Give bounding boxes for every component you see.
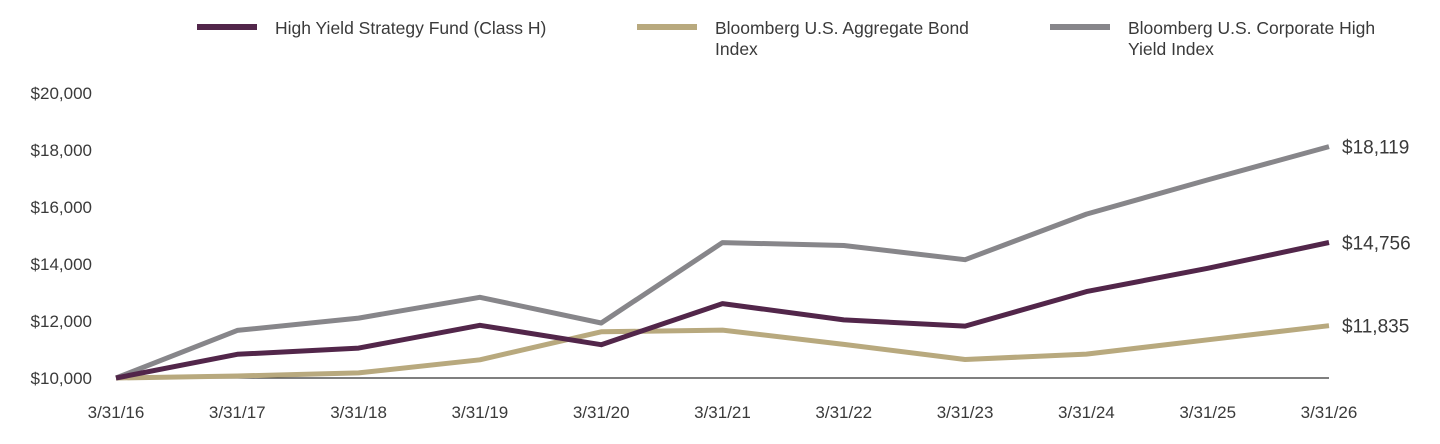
y-tick-label: $20,000 bbox=[31, 84, 92, 103]
legend-swatch-aggregate bbox=[637, 24, 697, 30]
x-tick-label: 3/31/24 bbox=[1058, 403, 1115, 422]
y-tick-label: $14,000 bbox=[31, 255, 92, 274]
series-line-high-yield bbox=[115, 144, 1330, 381]
legend-swatch-fund bbox=[197, 24, 257, 30]
x-tick-label: 3/31/25 bbox=[1179, 403, 1236, 422]
end-labels: $14,756 $11,835 $18,119 bbox=[1342, 138, 1411, 338]
legend-label-fund: High Yield Strategy Fund (Class H) bbox=[275, 18, 547, 38]
series-line-fund bbox=[115, 240, 1330, 381]
x-tick-label: 3/31/16 bbox=[88, 403, 145, 422]
x-tick-label: 3/31/21 bbox=[694, 403, 751, 422]
x-tick-label: 3/31/20 bbox=[573, 403, 630, 422]
x-tick-label: 3/31/23 bbox=[937, 403, 994, 422]
x-tick-label: 3/31/26 bbox=[1301, 403, 1358, 422]
legend-swatch-high-yield bbox=[1050, 24, 1110, 30]
y-tick-label: $12,000 bbox=[31, 312, 92, 331]
x-tick-label: 3/31/18 bbox=[330, 403, 387, 422]
x-tick-label: 3/31/22 bbox=[815, 403, 872, 422]
y-tick-label: $10,000 bbox=[31, 369, 92, 388]
x-tick-label: 3/31/19 bbox=[452, 403, 509, 422]
series-lines bbox=[115, 144, 1330, 381]
legend-label-aggregate: Bloomberg U.S. Aggregate Bond Index bbox=[715, 18, 969, 59]
legend-label-high-yield: Bloomberg U.S. Corporate High Yield Inde… bbox=[1128, 18, 1376, 59]
end-label-aggregate: $11,835 bbox=[1342, 317, 1409, 338]
y-tick-label: $18,000 bbox=[31, 141, 92, 160]
y-axis: $10,000 $12,000 $14,000 $16,000 $18,000 $20,0… bbox=[31, 84, 92, 388]
series-line-aggregate bbox=[115, 323, 1330, 381]
end-label-fund: $14,756 bbox=[1342, 233, 1411, 254]
x-axis: 3/31/16 3/31/17 3/31/18 3/31/19 3/31/20 3/31/… bbox=[88, 403, 1358, 422]
end-label-high-yield: $18,119 bbox=[1342, 138, 1409, 159]
x-tick-label: 3/31/17 bbox=[209, 403, 266, 422]
y-tick-label: $16,000 bbox=[31, 198, 92, 217]
